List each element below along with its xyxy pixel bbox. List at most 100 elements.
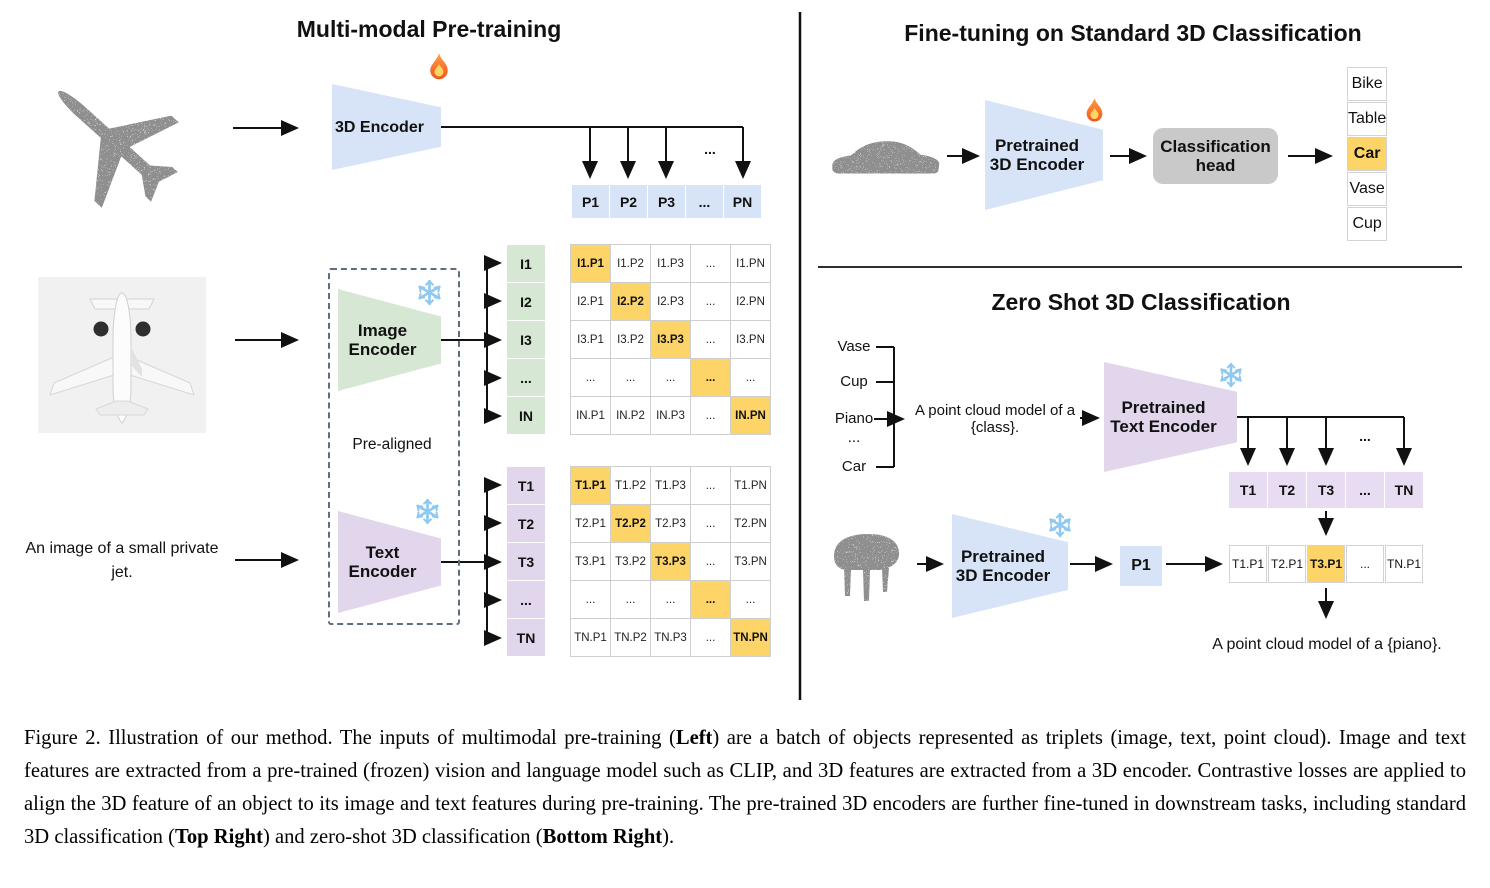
t-label-cell: T2 bbox=[507, 505, 545, 542]
matrix-cell: T1.P1 bbox=[571, 467, 610, 504]
matrix-cell: T3.PN bbox=[731, 543, 770, 580]
fire-icon bbox=[1086, 98, 1103, 122]
snowflake-icon bbox=[416, 498, 439, 525]
image-point-similarity-matrix: I1.P1 I1.P2 I1.P3... I1.PN I2.P1 I2.P2 I2.P3..… bbox=[570, 244, 771, 435]
matrix-cell: I2.P2 bbox=[611, 283, 650, 320]
snowflake-icon bbox=[418, 279, 441, 306]
matrix-cell: T2.P3 bbox=[651, 505, 690, 542]
matrix-cell: ... bbox=[611, 359, 650, 396]
matrix-cell: IN.P3 bbox=[651, 397, 690, 434]
p-cell: P2 bbox=[610, 185, 647, 218]
matrix-cell: I2.P3 bbox=[651, 283, 690, 320]
p-feature-row: P1 P2 P3... PN bbox=[572, 185, 761, 218]
class-cell: Bike bbox=[1347, 67, 1388, 101]
zs-class-car: Car bbox=[841, 458, 867, 475]
matrix-cell: T3.P3 bbox=[651, 543, 690, 580]
class-cell: Car bbox=[1347, 137, 1388, 171]
class-list: Bike Table Car Vase Cup bbox=[1347, 67, 1388, 241]
matrix-cell: ... bbox=[571, 359, 610, 396]
matrix-cell: ... bbox=[691, 245, 730, 282]
matrix-cell: ... bbox=[571, 581, 610, 618]
matrix-cell: I2.P1 bbox=[571, 283, 610, 320]
matrix-cell: I3.P1 bbox=[571, 321, 610, 358]
t-cell: T1 bbox=[1229, 472, 1267, 508]
matrix-cell: ... bbox=[651, 359, 690, 396]
airplane-point-cloud bbox=[58, 90, 179, 208]
matrix-cell: I1.P3 bbox=[651, 245, 690, 282]
matrix-cell: TN.P3 bbox=[651, 619, 690, 656]
class-cell: Cup bbox=[1347, 207, 1388, 241]
similarity-result-row: T1.P1 T2.P1 T3.P1... TN.P1 bbox=[1229, 545, 1423, 583]
matrix-cell: T1.PN bbox=[731, 467, 770, 504]
p-cell: ... bbox=[686, 185, 723, 218]
t-label-cell: TN bbox=[507, 619, 545, 656]
i-label-cell: I2 bbox=[507, 283, 545, 320]
image-caption-text: An image of a small private jet. bbox=[25, 540, 219, 581]
matrix-cell: ... bbox=[691, 543, 730, 580]
matrix-cell: I2.PN bbox=[731, 283, 770, 320]
image-feature-labels: I1 I2 I3... IN bbox=[507, 245, 545, 434]
matrix-cell: ... bbox=[731, 359, 770, 396]
matrix-cell: ... bbox=[691, 397, 730, 434]
classification-head-block: Classification head bbox=[1153, 128, 1278, 184]
result-cell: T2.P1 bbox=[1268, 545, 1306, 583]
matrix-cell: I3.PN bbox=[731, 321, 770, 358]
text-feature-labels: T1 T2 T3... TN bbox=[507, 467, 545, 656]
t-cell: T3 bbox=[1307, 472, 1345, 508]
matrix-cell: ... bbox=[611, 581, 650, 618]
matrix-cell: ... bbox=[691, 321, 730, 358]
finetune-panel-title: Fine-tuning on Standard 3D Classificatio… bbox=[904, 20, 1362, 46]
snowflake-icon bbox=[1049, 512, 1071, 538]
matrix-cell: T3.P1 bbox=[571, 543, 610, 580]
result-cell: T3.P1 bbox=[1307, 545, 1345, 583]
piano-point-cloud bbox=[834, 534, 900, 601]
prompt-template-text: A point cloud model of a {class}. bbox=[914, 402, 1076, 436]
matrix-cell: I1.PN bbox=[731, 245, 770, 282]
t-label-cell: T3 bbox=[507, 543, 545, 580]
zs-class-cup: Cup bbox=[840, 373, 868, 390]
t-label-cell: T1 bbox=[507, 467, 545, 504]
encoder-3d-label: 3D Encoder bbox=[335, 118, 424, 136]
text-point-similarity-matrix: T1.P1 T1.P2 T1.P3... T1.PN T2.P1 T2.P2 T2.P3..… bbox=[570, 466, 771, 657]
matrix-cell: I1.P2 bbox=[611, 245, 650, 282]
snowflake-icon bbox=[1220, 362, 1242, 388]
matrix-cell: T2.P1 bbox=[571, 505, 610, 542]
result-cell: TN.P1 bbox=[1385, 545, 1423, 583]
zs-class-piano: Piano bbox=[834, 410, 874, 427]
matrix-cell: TN.PN bbox=[731, 619, 770, 656]
class-cell: Table bbox=[1347, 102, 1388, 136]
car-point-cloud bbox=[832, 141, 940, 174]
zeroshot-panel-title: Zero Shot 3D Classification bbox=[991, 289, 1291, 315]
image-encoder-label: Image Encoder bbox=[348, 321, 417, 359]
fan-ellipsis: ... bbox=[704, 141, 716, 157]
zs-class-ellipsis: ... bbox=[847, 429, 861, 446]
i-label-cell: ... bbox=[507, 359, 545, 396]
t-feature-row: T1 T2 T3... TN bbox=[1229, 472, 1423, 508]
matrix-cell: ... bbox=[691, 359, 730, 396]
matrix-cell: T1.P3 bbox=[651, 467, 690, 504]
i-label-cell: I3 bbox=[507, 321, 545, 358]
matrix-cell: T2.P2 bbox=[611, 505, 650, 542]
pre-aligned-label: Pre-aligned bbox=[352, 436, 432, 453]
pretrained-text-encoder-label: Pretrained Text Encoder bbox=[1110, 398, 1217, 436]
matrix-cell: ... bbox=[691, 467, 730, 504]
matrix-cell: ... bbox=[731, 581, 770, 618]
t-cell: T2 bbox=[1268, 472, 1306, 508]
pretrained-3d-encoder-label: Pretrained 3D Encoder bbox=[989, 136, 1085, 174]
zs-pretrained-3d-encoder-label: Pretrained 3D Encoder bbox=[955, 547, 1051, 585]
matrix-cell: I3.P3 bbox=[651, 321, 690, 358]
private-jet-photo bbox=[38, 277, 206, 433]
matrix-cell: I3.P2 bbox=[611, 321, 650, 358]
matrix-cell: ... bbox=[691, 505, 730, 542]
zs-class-vase: Vase bbox=[837, 338, 871, 355]
fire-icon bbox=[430, 53, 448, 80]
p-cell: P1 bbox=[572, 185, 609, 218]
t-cell: ... bbox=[1346, 472, 1384, 508]
matrix-cell: IN.P2 bbox=[611, 397, 650, 434]
matrix-cell: ... bbox=[691, 619, 730, 656]
pre-aligned-box bbox=[328, 268, 460, 625]
i-label-cell: I1 bbox=[507, 245, 545, 282]
matrix-cell: ... bbox=[691, 283, 730, 320]
text-encoder-label: Text Encoder bbox=[348, 543, 417, 581]
